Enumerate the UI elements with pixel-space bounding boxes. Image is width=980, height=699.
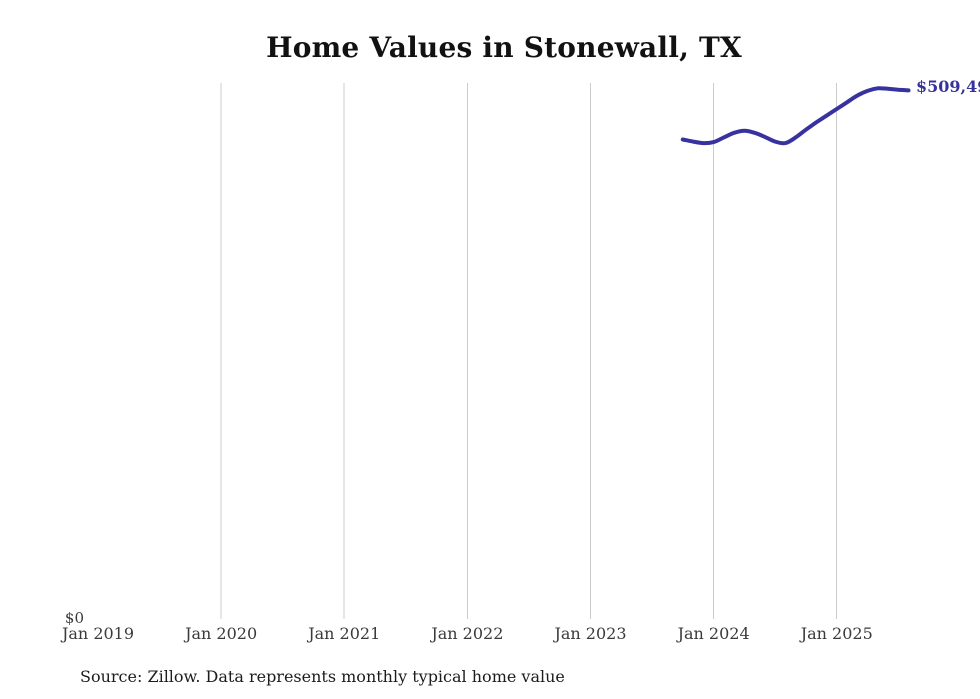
x-tick-label-jan-2023: Jan 2023 xyxy=(554,624,627,643)
x-tick-label-jan-2024: Jan 2024 xyxy=(677,624,750,643)
x-tick-label-jan-2020: Jan 2020 xyxy=(185,624,258,643)
y-axis-zero-tick-label: $0 xyxy=(64,609,84,627)
x-tick-label-jan-2022: Jan 2022 xyxy=(431,624,504,643)
last-value-label: $509,495 xyxy=(916,77,980,96)
x-tick-label-jan-2021: Jan 2021 xyxy=(308,624,381,643)
home-value-line xyxy=(680,86,911,146)
x-tick-label-jan-2019: Jan 2019 xyxy=(61,624,135,643)
x-tick-label-jan-2025: Jan 2025 xyxy=(800,624,873,643)
chart-title: Home Values in Stonewall, TX xyxy=(266,31,742,64)
source-note: Source: Zillow. Data represents monthly … xyxy=(80,667,565,686)
